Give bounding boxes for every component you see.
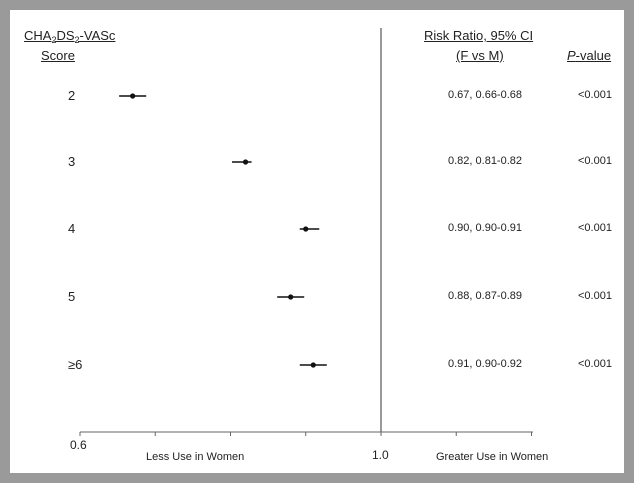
frame-border-top [0,0,634,10]
score-header-cha: CHA [24,28,52,43]
risk-ratio-value: 0.88, 0.87-0.89 [448,290,523,302]
risk-ratio-value: 0.90, 0.90-0.91 [448,222,523,234]
point-estimate [242,159,249,165]
less-use-label: Less Use in Women [146,451,245,463]
risk-ratio-subheader: (F vs M) [456,48,504,63]
point-estimate [303,226,309,232]
score-label: 3 [68,154,76,169]
score-header-sub2: 2 [74,35,80,45]
forest-plot-panel [10,10,624,473]
score-label: ≥6 [68,357,83,372]
risk-ratio-value: 0.82, 0.81-0.82 [448,155,523,167]
p-value-header-p: P [567,48,576,63]
risk-ratio-value: 0.67, 0.66-0.68 [448,89,523,101]
greater-use-label: Greater Use in Women [436,451,549,463]
score-header-sub1: 2 [51,35,57,45]
score-header-ds: DS [56,28,75,43]
risk-ratio-header: Risk Ratio, 95% CI [424,28,534,43]
p-value-header: P-value [567,48,611,64]
score-label: 4 [68,221,76,236]
risk-ratio-value: 0.91, 0.90-0.92 [448,358,523,370]
score-header: CHA2DS2-VASc [24,28,115,48]
point-estimate [310,362,316,368]
score-label: 2 [68,88,76,103]
frame-border-bottom [0,473,634,483]
x-tick-label-1-0: 1.0 [372,448,389,462]
frame-border-left [0,0,10,483]
p-value: <0.001 [578,89,612,101]
x-tick-label-0-6: 0.6 [70,438,87,452]
score-label: 5 [68,289,76,304]
score-header-line2: Score [41,48,75,63]
p-value: <0.001 [578,290,612,302]
frame-border-right [624,0,634,483]
p-value: <0.001 [578,358,612,370]
p-value: <0.001 [578,155,612,167]
point-estimate [288,294,294,300]
point-estimate [130,93,136,99]
p-value: <0.001 [578,222,612,234]
score-header-vasc: -VASc [79,28,116,43]
p-value-header-rest: -value [575,48,612,63]
